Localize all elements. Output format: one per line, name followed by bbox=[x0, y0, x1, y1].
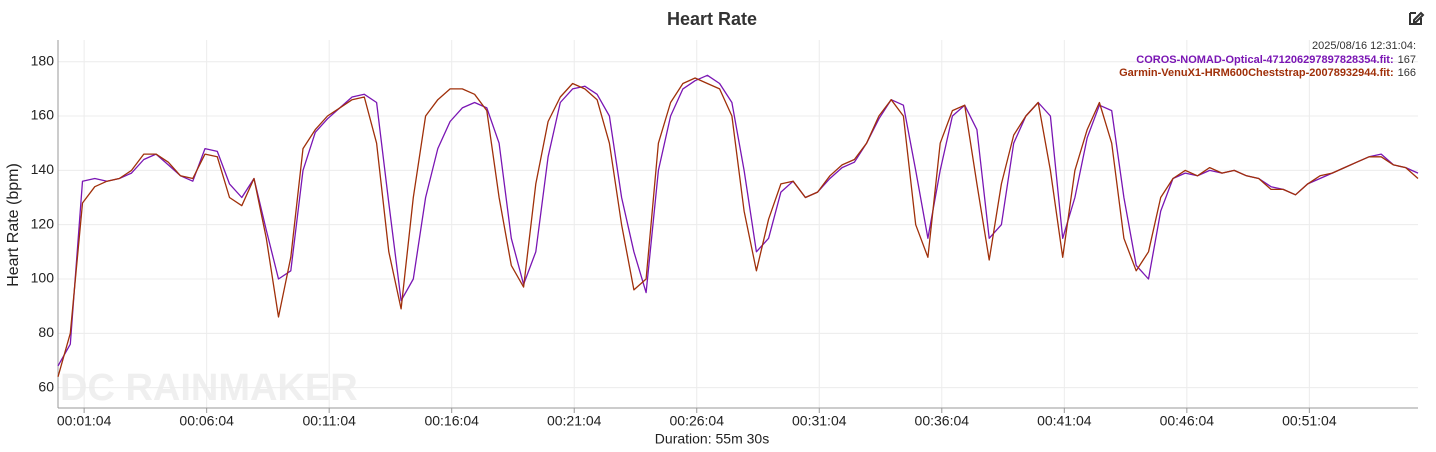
x-tick-label: 00:11:04 bbox=[302, 413, 356, 429]
tooltip-value: 167 bbox=[1398, 54, 1416, 66]
x-tick-label: 00:21:04 bbox=[547, 413, 602, 429]
x-tick-label: 00:01:04 bbox=[57, 413, 112, 429]
y-tick-label: 160 bbox=[31, 107, 55, 123]
y-tick-label: 100 bbox=[31, 270, 55, 286]
x-axis-label: Duration: 55m 30s bbox=[655, 431, 769, 447]
y-axis-label: Heart Rate (bpm) bbox=[5, 163, 22, 287]
y-tick-label: 60 bbox=[38, 378, 54, 394]
edit-button[interactable] bbox=[1409, 11, 1425, 25]
x-tick-label: 00:06:04 bbox=[179, 413, 234, 429]
tooltip-series-name: COROS-NOMAD-Optical-471206297897828354.f… bbox=[1136, 54, 1393, 66]
tooltip-row: Garmin-VenuX1-HRM600Cheststrap-200789329… bbox=[1119, 67, 1416, 79]
x-tick-label: 00:46:04 bbox=[1160, 413, 1215, 429]
x-tick-label: 00:16:04 bbox=[424, 413, 479, 429]
y-tick-label: 180 bbox=[31, 52, 55, 68]
tooltip-time: 2025/08/16 12:31:04: bbox=[1312, 40, 1416, 52]
series-line bbox=[57, 74, 1419, 367]
series-line bbox=[57, 77, 1419, 377]
y-tick-label: 120 bbox=[31, 215, 55, 231]
x-tick-label: 00:51:04 bbox=[1282, 413, 1337, 429]
x-tick-label: 00:36:04 bbox=[915, 413, 970, 429]
x-tick-label: 00:31:04 bbox=[792, 413, 847, 429]
edit-icon-pencil bbox=[1413, 11, 1425, 23]
y-tick-label: 80 bbox=[38, 324, 54, 340]
tooltip-series-name: Garmin-VenuX1-HRM600Cheststrap-200789329… bbox=[1119, 67, 1394, 79]
y-tick-label: 140 bbox=[31, 161, 55, 177]
chart-title: Heart Rate bbox=[667, 9, 757, 29]
edit-icon-frame bbox=[1409, 12, 1422, 25]
x-tick-label: 00:26:04 bbox=[670, 413, 725, 429]
tooltip-row: COROS-NOMAD-Optical-471206297897828354.f… bbox=[1136, 54, 1416, 66]
tooltip-value: 166 bbox=[1398, 67, 1416, 79]
x-tick-label: 00:41:04 bbox=[1037, 413, 1092, 429]
